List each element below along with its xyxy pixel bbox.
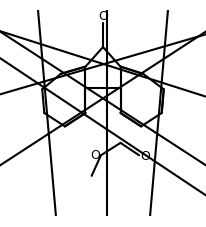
Text: O: O [90, 148, 100, 161]
Text: O: O [140, 149, 150, 162]
Text: O: O [98, 10, 108, 23]
